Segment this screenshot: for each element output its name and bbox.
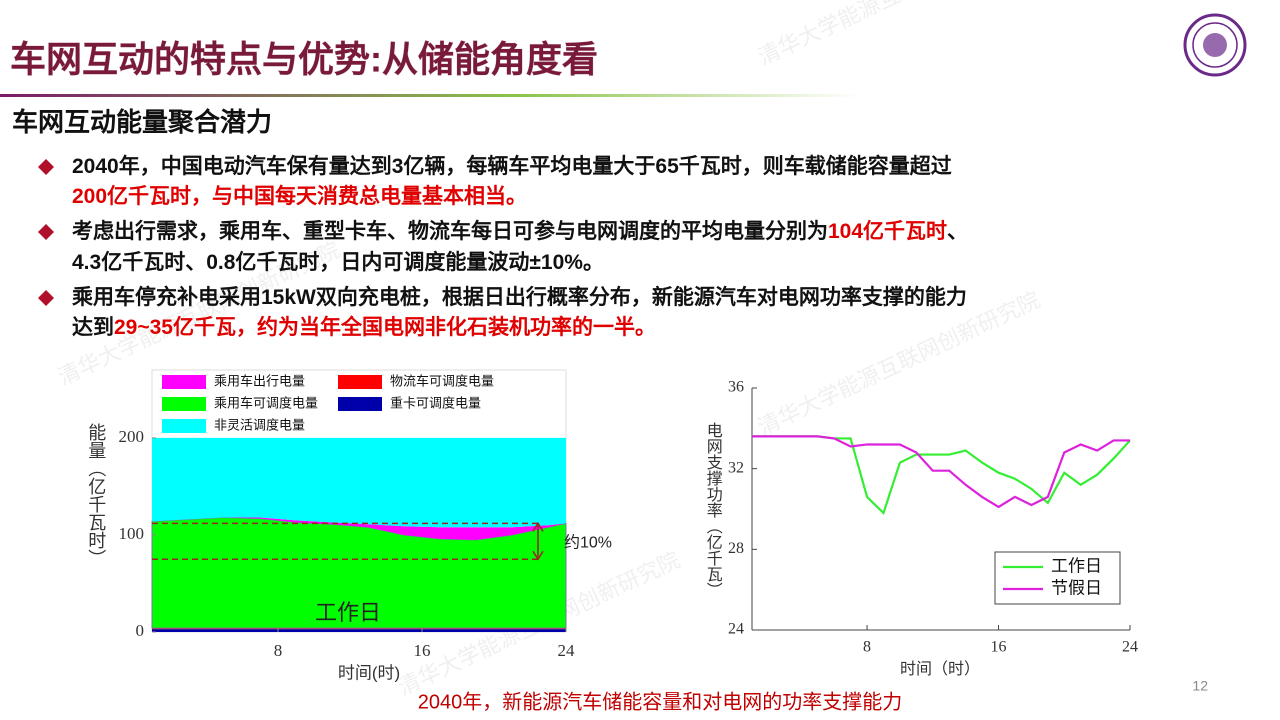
bullet-text: 、	[947, 220, 968, 243]
x-tick-label: 24	[558, 641, 576, 660]
bullet-text: 29~35亿千瓦	[114, 315, 236, 339]
y-tick-label: 100	[119, 524, 145, 543]
y-tick-label: 200	[119, 427, 145, 446]
bullet-line: 200亿千瓦时，与中国每天消费总电量基本相当。	[72, 184, 527, 208]
legend-label: 乘用车出行电量	[214, 373, 305, 388]
legend-label: 节假日	[1051, 578, 1102, 597]
arrow-head	[532, 521, 544, 561]
bullet-text: 104亿千瓦时	[828, 219, 947, 243]
bullet-line: 达到29~35亿千瓦，约为当年全国电网非化石装机功率的一半。	[72, 315, 656, 339]
bullet-diamond	[38, 224, 54, 240]
y-axis-label: 电网支撑功率（亿千瓦）	[704, 422, 723, 598]
bullet-diamond	[38, 159, 54, 175]
y-tick-label: 28	[728, 540, 744, 557]
x-tick-label: 24	[1122, 639, 1138, 656]
page-number: 12	[1192, 678, 1208, 694]
title-rule	[0, 94, 860, 97]
y-axis-label: 能量（亿千瓦时）	[86, 423, 106, 567]
bullet-text: 达到	[72, 316, 114, 339]
legend-swatch	[338, 397, 382, 411]
bullet-text: 乘用车停充补电采用15kW双向充电桩，根据日出行概率分布，新能源汽车对电网功率支…	[71, 285, 967, 309]
bullet-line: 2040年，中国电动汽车保有量达到3亿辆，每辆车平均电量大于65千瓦时，则车载储…	[72, 154, 952, 178]
area-band	[152, 517, 566, 540]
annotation: 工作日	[315, 600, 381, 625]
bullet-line: 4.3亿千瓦时、0.8亿千瓦时，日内可调度能量波动±10%。	[72, 250, 604, 274]
y-tick-label: 0	[136, 621, 145, 640]
legend-swatch	[162, 375, 206, 389]
legend-box	[994, 551, 1121, 605]
area-band	[152, 437, 566, 528]
logo	[1183, 13, 1247, 77]
legend-swatch	[162, 419, 206, 433]
bullet-line: 考虑出行需求，乘用车、重型卡车、物流车每日可参与电网调度的平均电量分别为104亿…	[72, 219, 968, 243]
x-tick-label: 16	[414, 641, 431, 660]
y-tick-label: 36	[728, 379, 744, 396]
figure-caption: 2040年，新能源汽车储能容量和对电网的功率支撑能力	[418, 690, 903, 713]
bullet-text: 200亿千瓦时	[72, 184, 191, 208]
bullet-text: 2040年，中国电动汽车保有量达到3亿辆，每辆车平均电量大于65千瓦时，则车载储…	[72, 154, 952, 178]
section-subtitle: 车网互动能量聚合潜力	[12, 107, 272, 137]
area-band	[152, 629, 566, 632]
bullet-text: 考虑出行需求，乘用车、重型卡车、物流车每日可参与电网调度的平均电量分别为	[72, 219, 828, 243]
legend-label: 物流车可调度电量	[390, 373, 494, 388]
x-tick-label: 8	[274, 641, 283, 660]
bullet-text: ，与中国每天消费总电量基本相当。	[191, 184, 527, 208]
bullet-diamond	[38, 290, 54, 306]
x-axis-label: 时间（时）	[900, 660, 980, 678]
legend-label: 非灵活调度电量	[214, 417, 305, 432]
x-tick-label: 8	[863, 639, 871, 656]
x-axis-label: 时间(时)	[338, 663, 400, 682]
bullet-line: 乘用车停充补电采用15kW双向充电桩，根据日出行概率分布，新能源汽车对电网功率支…	[71, 285, 967, 309]
legend-label: 乘用车可调度电量	[214, 395, 318, 410]
slide-title: 车网互动的特点与优势:从储能角度看	[10, 39, 598, 80]
legend-swatch	[338, 375, 382, 389]
legend-swatch	[162, 397, 206, 411]
y-tick-label: 24	[728, 621, 744, 638]
annotation: 约10%	[564, 533, 612, 551]
y-tick-label: 32	[728, 459, 744, 476]
legend-label: 重卡可调度电量	[390, 395, 481, 410]
bullet-text: ，约为当年全国电网非化石装机功率的一半。	[236, 315, 656, 339]
x-tick-label: 16	[991, 639, 1007, 656]
bullet-text: 4.3亿千瓦时、0.8亿千瓦时，日内可调度能量波动±10%。	[72, 250, 604, 274]
series-line	[752, 435, 1130, 509]
legend-label: 工作日	[1051, 556, 1102, 575]
